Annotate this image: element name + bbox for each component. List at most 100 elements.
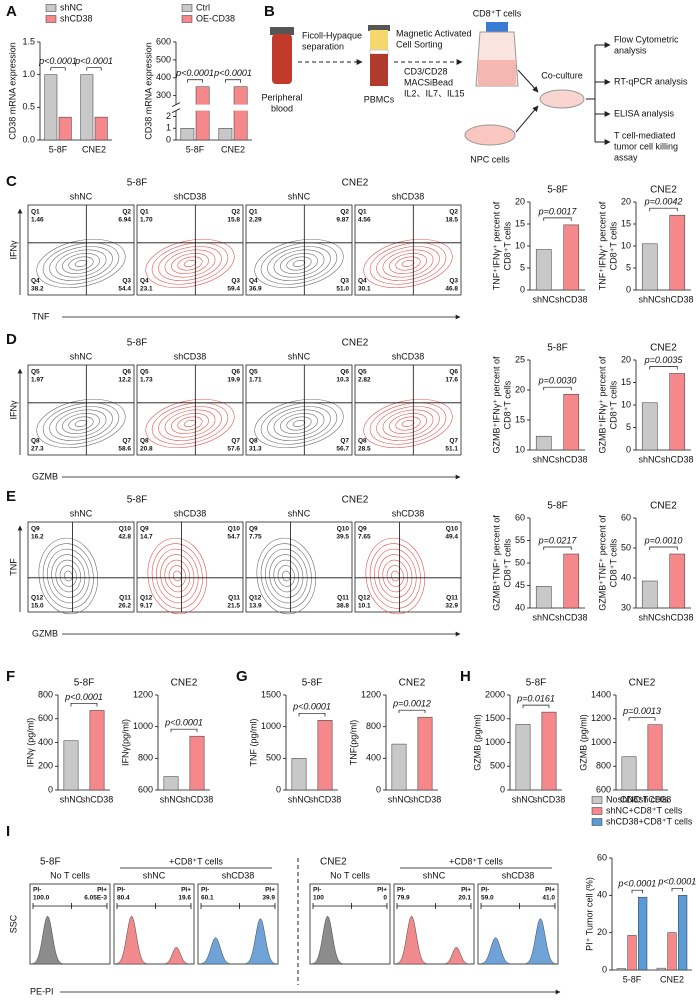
blood-tube — [272, 34, 292, 84]
y-tick-label: 20 — [597, 927, 607, 937]
panel-letter: G — [236, 668, 248, 685]
contour — [369, 242, 447, 285]
y-axis-label: CD8⁺T cells — [608, 221, 618, 270]
x-tick-label: shNC — [638, 294, 661, 304]
legend-label: No CD8⁺T cells — [606, 794, 669, 804]
chart-title: CNE2 — [171, 678, 198, 689]
diagram-label: Co-culture — [541, 70, 583, 80]
significance-bracket — [649, 366, 678, 370]
diagram-label: PBMCs — [364, 94, 395, 104]
contour — [401, 260, 415, 267]
plot-label: shNC — [70, 508, 93, 518]
y-tick-label: 0 — [166, 134, 171, 144]
condition-label: 5-8F — [127, 495, 148, 506]
diagram-label: IL2、IL7、IL15 — [404, 88, 465, 98]
legend-swatch — [591, 796, 603, 804]
contour — [158, 406, 222, 441]
y-axis-label: GZMB (pg/ml) — [472, 714, 482, 771]
gate-value: 54.4 — [118, 286, 131, 293]
y-tick-label: 15 — [515, 218, 525, 228]
legend-swatch — [181, 15, 193, 23]
contour — [164, 249, 216, 278]
gate-name: Q6 — [231, 369, 240, 376]
bar — [627, 935, 637, 971]
significance-bracket — [628, 717, 656, 721]
p-value: p<0.0001 — [292, 702, 331, 712]
contour — [74, 420, 88, 427]
contour — [280, 413, 318, 434]
legend-label: shNC — [60, 2, 83, 12]
contour — [158, 246, 222, 281]
y-tick-label: 2 — [166, 111, 171, 121]
y-tick-label: 10 — [515, 444, 525, 454]
gate-value: 39.5 — [336, 534, 349, 541]
gate-value: 12.2 — [118, 377, 131, 384]
bar — [291, 758, 307, 791]
chart-title: 5-8F — [547, 343, 568, 354]
y-axis-label: TNF⁺IFNγ⁺ percent of — [597, 201, 607, 290]
contour — [47, 548, 90, 604]
treatment-label: +CD8⁺T cells — [169, 856, 223, 866]
gate-name: Q5 — [140, 369, 149, 376]
bar — [541, 711, 557, 791]
x-axis-label: GZMB — [32, 471, 58, 481]
x-tick-label: shCD38 — [555, 454, 588, 464]
y-tick-label: 600 — [156, 36, 171, 46]
gate-value: 38.2 — [31, 286, 44, 293]
x-tick-label: 5-8F — [49, 144, 68, 154]
y-tick-label: 60 — [621, 512, 631, 522]
gate-name: Q1 — [249, 209, 258, 216]
plot-frame — [354, 521, 462, 613]
y-axis-label: GZMB (pg/ml) — [578, 714, 588, 771]
gate-value: 1.73 — [140, 377, 153, 384]
p-value: p=0.0161 — [516, 693, 555, 703]
x-tick-label: shCD38 — [555, 612, 588, 622]
legend-label: OE-CD38 — [196, 13, 235, 23]
plot-label: shCD38 — [392, 191, 425, 201]
gate-name: Q5 — [249, 369, 258, 376]
gate-name: Q10 — [228, 526, 241, 533]
contour — [171, 253, 209, 274]
significance-bracket — [170, 728, 198, 733]
gate-name: Q3 — [122, 278, 131, 285]
gate-name: Q3 — [449, 278, 458, 285]
y-tick-label: 0.0 — [22, 134, 35, 144]
legend-swatch — [591, 818, 603, 826]
gate-name: Q10 — [337, 526, 350, 533]
y-tick-label: 5 — [520, 262, 525, 272]
gate-name: Q4 — [249, 278, 258, 285]
histogram — [477, 918, 559, 965]
x-axis-label: PE-PI — [30, 986, 54, 996]
panel-letter: A — [6, 3, 17, 20]
contour — [267, 406, 331, 441]
p-value: p=0.0217 — [538, 535, 578, 545]
y-tick-label: 5 — [626, 262, 631, 272]
y-tick-label: 2000 — [485, 689, 505, 699]
y-tick-label: 1500 — [261, 689, 281, 699]
plot-label: shCD38 — [392, 508, 425, 518]
y-tick-label: 800 — [366, 721, 381, 731]
x-tick-label: shCD38 — [81, 794, 114, 804]
gate-name: Q6 — [340, 369, 349, 376]
condition-label: 5-8F — [127, 178, 148, 189]
gate-name: Q1 — [140, 209, 149, 216]
bar — [641, 402, 658, 451]
gate-value: 14.7 — [140, 534, 153, 541]
gate-name: PI+ — [181, 887, 191, 894]
y-tick-label: 40 — [597, 890, 607, 900]
x-tick-label: shNC — [618, 794, 641, 804]
gate-value: 19.6 — [178, 895, 191, 902]
plot-label: No T cells — [330, 870, 370, 880]
legend-swatch — [45, 4, 57, 12]
coculture-dish — [539, 89, 585, 109]
significance-bracket — [187, 79, 203, 83]
y-axis-label: CD8⁺T cells — [608, 538, 618, 587]
gate-name: Q1 — [31, 209, 40, 216]
y-tick-label: 500 — [490, 761, 505, 771]
gate-name: Q11 — [446, 595, 458, 602]
p-value: p=0.0017 — [538, 206, 578, 216]
contour — [145, 399, 235, 448]
gate-name: PI+ — [97, 887, 107, 894]
condition-label: CNE2 — [320, 857, 347, 868]
gate-value: 54.7 — [227, 534, 240, 541]
